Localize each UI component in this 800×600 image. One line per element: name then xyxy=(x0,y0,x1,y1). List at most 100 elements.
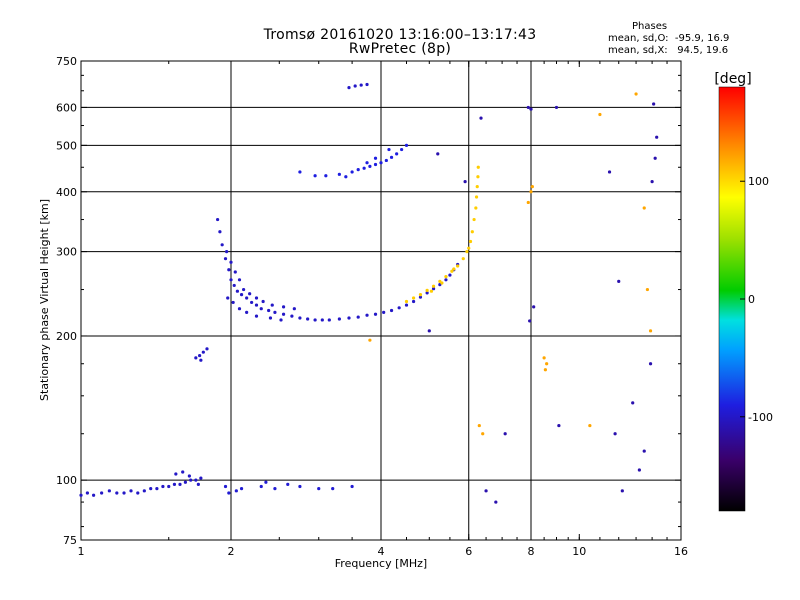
data-point xyxy=(484,489,488,493)
data-point xyxy=(642,206,646,210)
data-point xyxy=(205,347,209,351)
data-point xyxy=(199,358,203,362)
data-point xyxy=(237,278,242,282)
data-point xyxy=(201,350,205,354)
colorbar-label: [deg] xyxy=(714,71,751,87)
x-tick-label: 8 xyxy=(528,545,535,558)
data-point xyxy=(129,489,133,493)
data-point xyxy=(365,313,369,317)
data-point xyxy=(196,482,200,486)
data-point xyxy=(239,487,244,491)
data-point xyxy=(598,112,602,117)
data-point xyxy=(320,318,324,322)
data-point xyxy=(174,472,178,476)
data-point xyxy=(634,92,638,96)
data-point xyxy=(474,206,478,210)
data-point xyxy=(456,264,460,268)
data-point xyxy=(353,84,357,88)
data-point xyxy=(379,161,383,165)
y-tick-label: 600 xyxy=(56,101,77,114)
data-point xyxy=(337,317,341,321)
data-point xyxy=(543,368,547,372)
data-point xyxy=(350,170,354,174)
data-point xyxy=(463,180,467,184)
phases-x-mode: mean, sd,X: 94.5, 19.6 xyxy=(608,45,729,56)
y-tick-label: 400 xyxy=(56,186,77,199)
y-tick-label: 750 xyxy=(56,55,77,68)
data-point xyxy=(223,257,228,261)
data-point xyxy=(418,292,423,297)
data-point xyxy=(479,116,483,120)
data-point xyxy=(317,487,321,491)
data-point xyxy=(400,147,404,152)
data-point xyxy=(397,306,401,310)
x-tick-label: 6 xyxy=(465,545,472,558)
data-point xyxy=(231,300,235,305)
data-point xyxy=(142,489,146,493)
phases-o-mode: mean, sd,O: -95.9, 16.9 xyxy=(608,33,730,44)
data-point xyxy=(223,484,228,489)
data-point xyxy=(425,291,429,295)
data-point xyxy=(178,482,182,486)
data-point xyxy=(365,82,369,87)
data-point xyxy=(264,480,268,484)
data-point xyxy=(286,482,290,486)
data-point xyxy=(384,158,388,163)
data-point xyxy=(298,484,302,489)
data-point xyxy=(481,432,485,436)
data-point xyxy=(532,305,536,309)
data-point xyxy=(373,156,378,160)
x-tick-label: 16 xyxy=(674,545,688,558)
data-point xyxy=(557,423,561,428)
colorbar-ticks: -100 0 100 xyxy=(740,175,773,424)
data-point xyxy=(235,289,239,293)
data-point xyxy=(411,296,416,300)
data-point xyxy=(431,287,436,291)
data-point xyxy=(637,468,641,472)
data-point xyxy=(477,423,481,428)
data-point xyxy=(331,487,335,491)
data-point xyxy=(648,362,653,366)
data-point xyxy=(362,166,366,170)
data-point xyxy=(359,83,363,87)
data-point xyxy=(468,239,473,244)
data-point xyxy=(254,303,259,307)
data-point xyxy=(350,484,354,489)
data-point xyxy=(526,200,530,205)
data-point xyxy=(100,491,104,495)
data-point xyxy=(273,310,277,314)
data-point xyxy=(290,314,294,318)
data-point xyxy=(425,288,429,292)
colorbar-tick-label: -100 xyxy=(748,411,773,424)
data-point xyxy=(218,230,222,234)
data-point xyxy=(327,318,331,322)
y-axis-label: Stationary phase Virtual Height [km] xyxy=(38,199,51,401)
y-tick-label: 200 xyxy=(56,330,77,343)
data-point xyxy=(427,329,431,333)
data-point xyxy=(444,278,448,282)
colorbar-tick-label: 0 xyxy=(748,293,755,306)
data-point xyxy=(122,491,126,495)
data-point xyxy=(344,175,348,179)
data-point xyxy=(298,316,302,320)
data-point xyxy=(225,250,229,254)
data-point xyxy=(465,250,469,254)
data-point xyxy=(389,155,394,159)
data-point xyxy=(356,167,360,172)
data-point xyxy=(452,267,456,271)
data-point xyxy=(368,164,372,168)
data-point xyxy=(620,489,624,493)
data-point xyxy=(254,296,259,300)
data-point xyxy=(337,172,341,176)
data-point xyxy=(220,243,224,247)
data-point xyxy=(389,308,394,313)
data-point xyxy=(653,156,657,160)
data-point xyxy=(85,491,89,495)
data-point xyxy=(475,185,479,189)
data-point xyxy=(250,300,254,305)
data-point xyxy=(229,260,233,264)
data-point xyxy=(187,474,191,478)
data-point xyxy=(306,317,310,321)
data-point xyxy=(440,281,444,285)
data-point xyxy=(631,401,635,405)
